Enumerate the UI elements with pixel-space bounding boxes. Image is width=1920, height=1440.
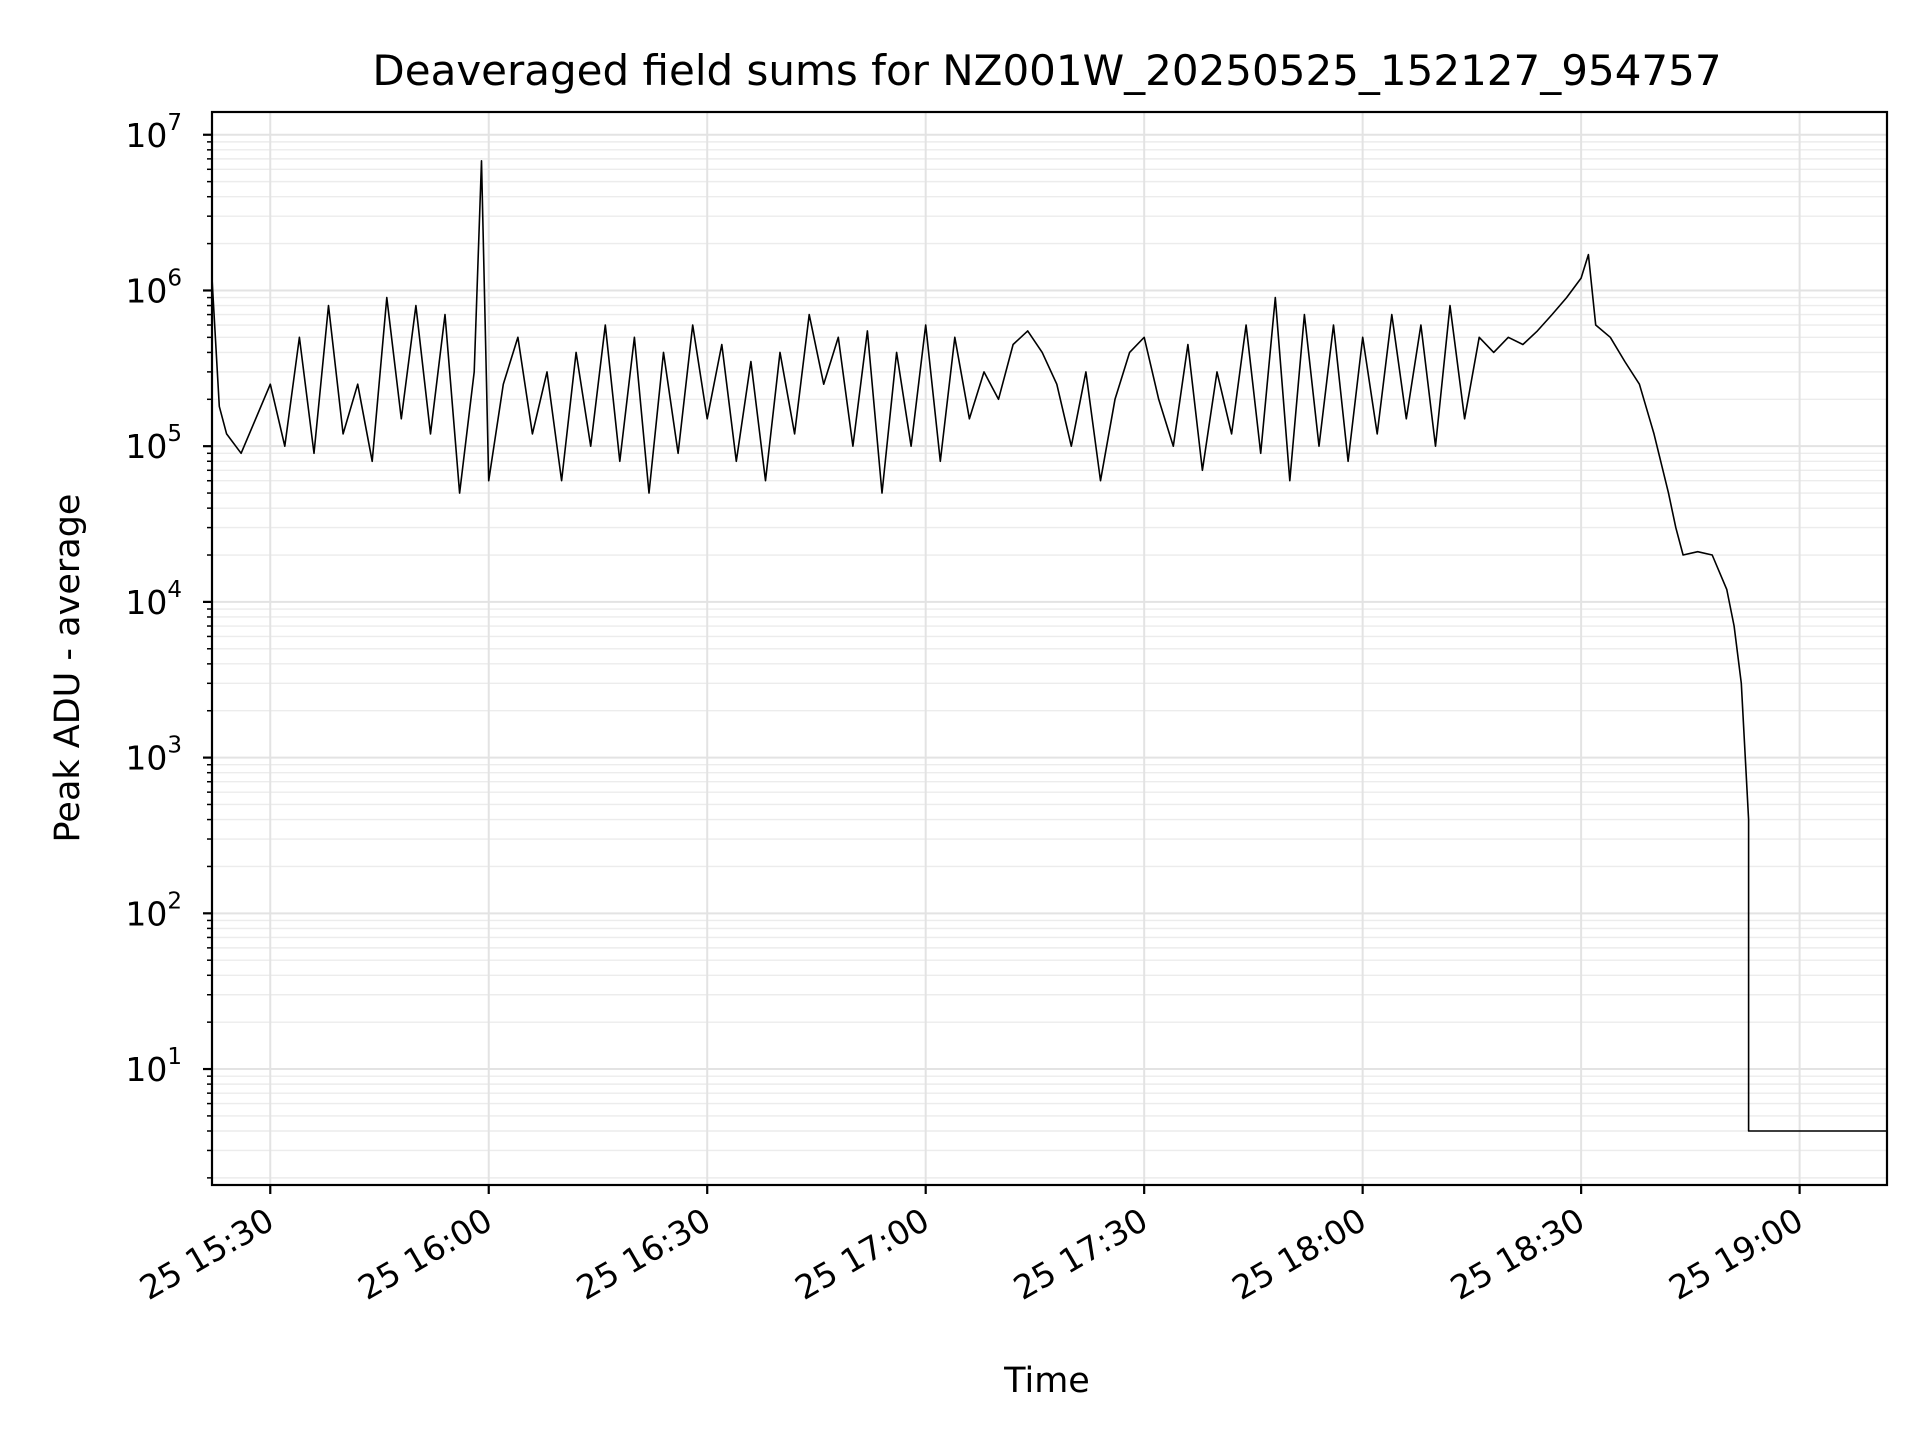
x-tick-label: 25 15:30: [133, 1200, 280, 1308]
y-tick-label: 103: [125, 733, 182, 778]
x-axis-label: Time: [1003, 1361, 1090, 1401]
y-tick-label: 107: [125, 110, 182, 155]
y-tick-label: 104: [125, 577, 182, 622]
y-axis-label: Peak ADU - average: [48, 494, 88, 843]
x-tick-label: 25 18:00: [1225, 1200, 1372, 1308]
x-tick-label: 25 17:00: [788, 1200, 935, 1308]
y-tick-label: 102: [125, 888, 182, 933]
series-layer: [211, 160, 1887, 1132]
x-axis-ticks: 25 15:30 25 16:00 25 16:30 25 17:00 25 17:30…: [133, 1185, 1810, 1308]
minor-gridlines: [212, 141, 1887, 1179]
x-tick-label: 25 19:00: [1662, 1200, 1809, 1308]
series-line-0: [211, 160, 1887, 1132]
y-tick-label: 106: [125, 265, 182, 310]
major-gridlines: [212, 112, 1887, 1185]
x-tick-label: 25 17:30: [1007, 1200, 1154, 1308]
y-tick-label: 101: [125, 1044, 182, 1089]
y-tick-label: 105: [125, 421, 182, 466]
x-tick-label: 25 18:30: [1444, 1200, 1591, 1308]
y-axis-ticks: 101 102 103 104 105 106 107: [125, 110, 212, 1179]
chart-title: Deaveraged field sums for NZ001W_2025052…: [372, 46, 1721, 95]
x-tick-label: 25 16:00: [351, 1200, 498, 1308]
x-tick-label: 25 16:30: [570, 1200, 717, 1308]
